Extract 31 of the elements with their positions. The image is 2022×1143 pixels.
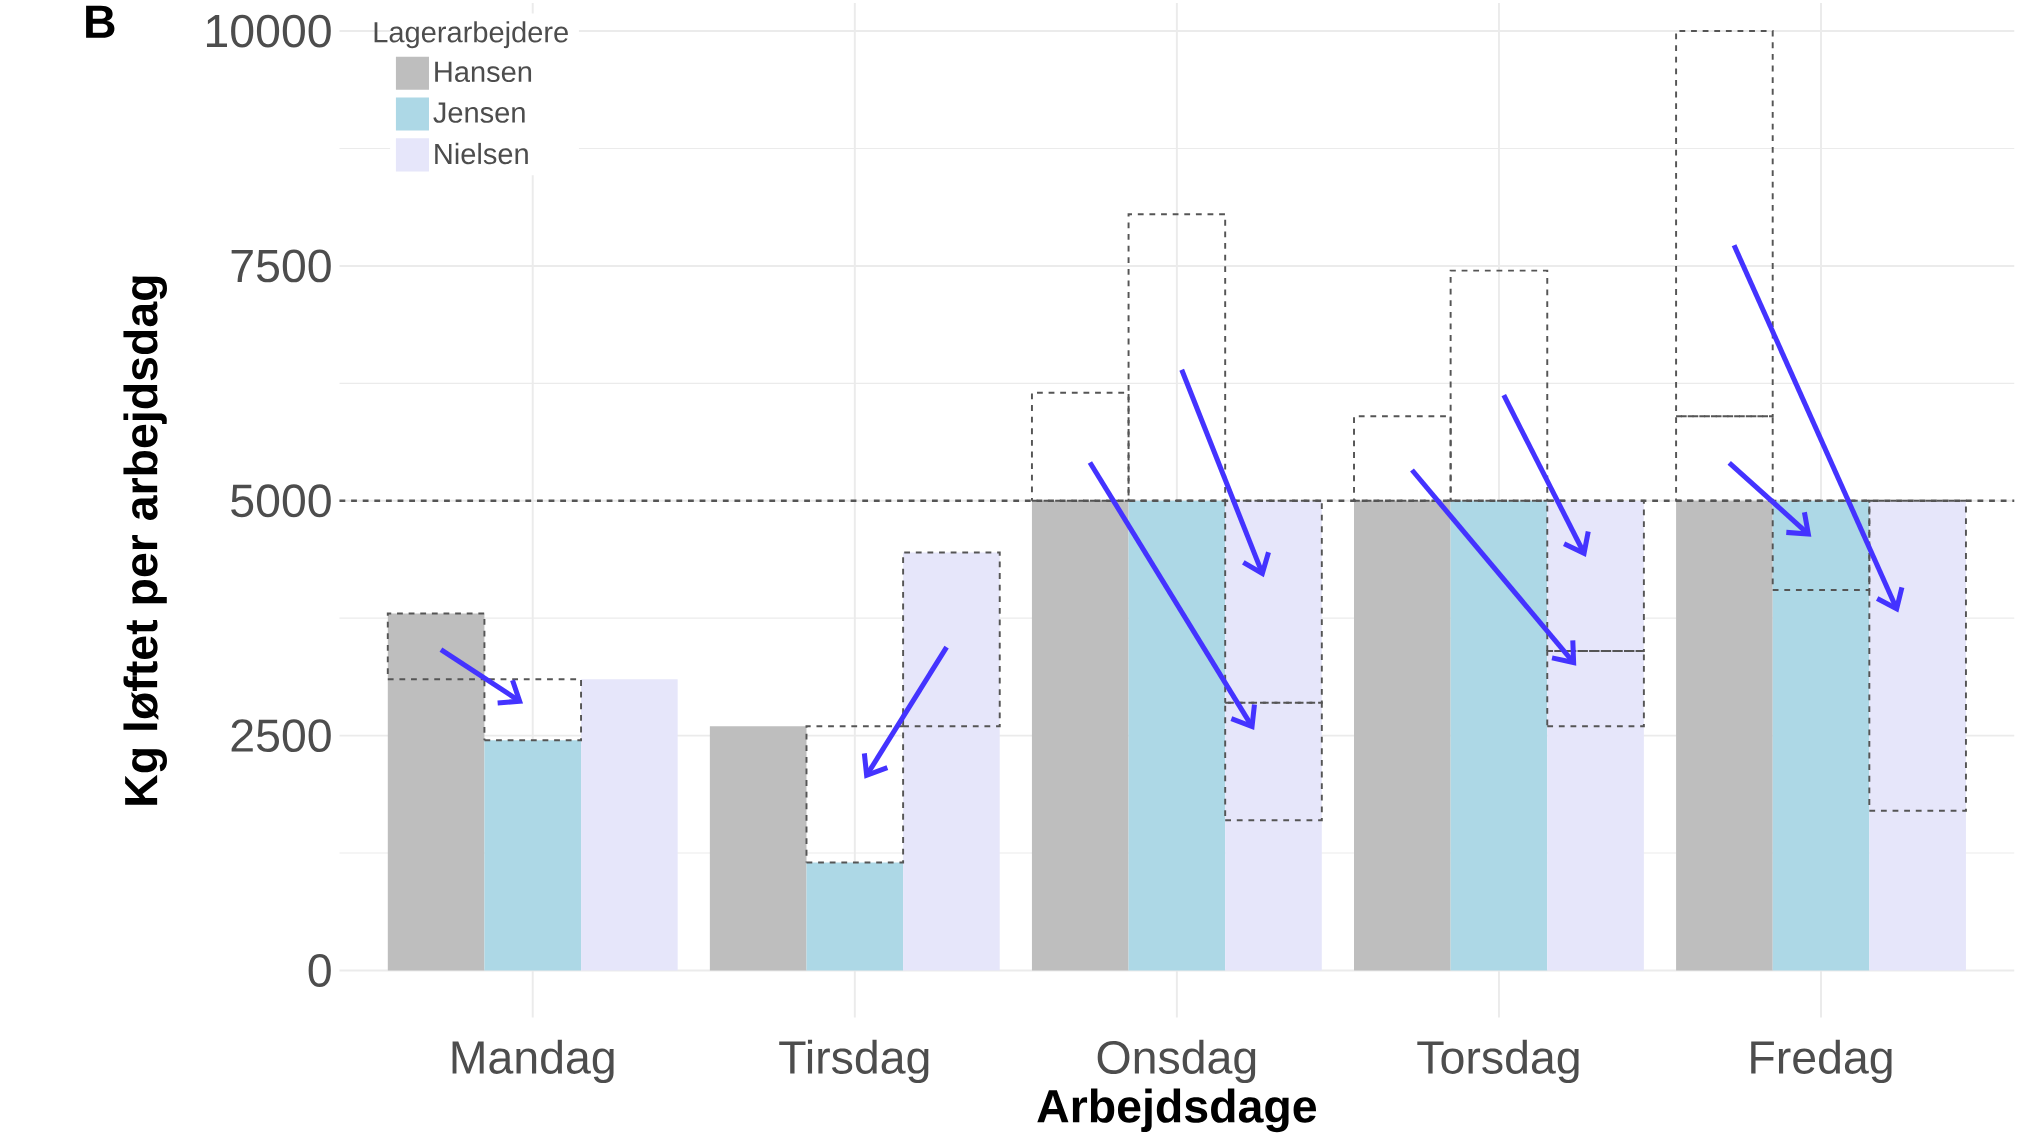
y-tick-label: 5000 (231, 484, 331, 518)
bar (581, 679, 678, 971)
legend-title: Lagerarbejdere (374, 21, 568, 49)
legend-label: Hansen (435, 61, 532, 82)
bar (709, 726, 807, 971)
y-axis-title: Kg løftet per arbejdsdag (123, 276, 167, 805)
legend-label: Nielsen (435, 142, 528, 165)
bar (484, 740, 582, 971)
x-tick-label: Onsdag (1097, 1039, 1256, 1083)
y-tick-label: 10000 (206, 14, 331, 48)
y-tick-label: 0 (308, 953, 331, 987)
y-tick-label: 2500 (231, 719, 331, 752)
bar (1225, 500, 1322, 971)
x-tick-label: Fredag (1751, 1039, 1892, 1083)
legend-label: Jensen (433, 102, 525, 123)
bar (483, 678, 583, 742)
bar (1547, 500, 1644, 971)
y-tick-label: 7500 (231, 249, 331, 283)
bar (806, 862, 904, 971)
bar (1354, 500, 1451, 971)
bar (903, 552, 1000, 971)
bar (1031, 500, 1129, 971)
bar (1869, 500, 1966, 971)
x-tick-label: Torsdag (1417, 1039, 1579, 1083)
chart-title: B (86, 5, 115, 38)
x-axis-title: Arbejdsdage (1037, 1088, 1317, 1132)
x-tick-label: Mandag (452, 1039, 614, 1083)
bar (386, 612, 486, 681)
bar (1676, 500, 1773, 971)
bar (387, 613, 485, 971)
x-tick-label: Tirsdag (779, 1039, 929, 1083)
